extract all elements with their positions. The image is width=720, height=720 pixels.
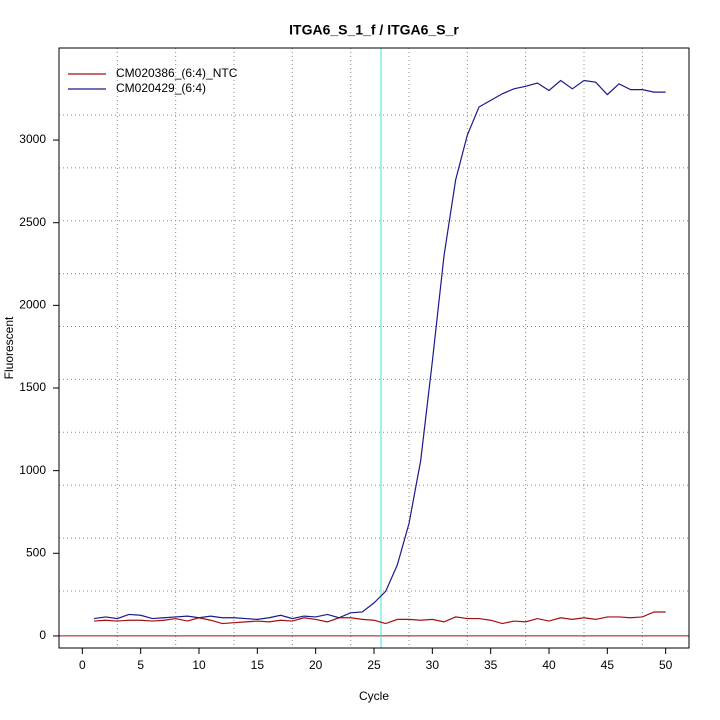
y-axis-label: Fluorescent [2, 316, 16, 379]
y-tick-label: 3000 [19, 132, 46, 146]
x-axis-label: Cycle [359, 689, 389, 703]
x-tick-label: 20 [309, 658, 323, 672]
y-tick-label: 1500 [19, 380, 46, 394]
x-tick-label: 30 [426, 658, 440, 672]
x-tick-label: 0 [79, 658, 86, 672]
y-tick-label: 0 [39, 628, 46, 642]
x-tick-label: 10 [192, 658, 206, 672]
x-tick-label: 5 [137, 658, 144, 672]
chart-title: ITGA6_S_1_f / ITGA6_S_r [289, 22, 459, 38]
legend-label: CM020386_(6:4)_NTC [116, 66, 238, 80]
x-tick-label: 45 [601, 658, 615, 672]
x-tick-label: 15 [251, 658, 265, 672]
legend-label: CM020429_(6:4) [116, 81, 206, 95]
series-line [93, 611, 666, 625]
plot-frame [58, 47, 690, 649]
x-tick-label: 35 [484, 658, 498, 672]
x-tick-label: 40 [542, 658, 556, 672]
y-tick-label: 2000 [19, 298, 46, 312]
x-tick-label: 50 [659, 658, 673, 672]
x-tick-label: 25 [367, 658, 381, 672]
series-line [93, 79, 666, 621]
y-tick-label: 2500 [19, 215, 46, 229]
y-tick-label: 1000 [19, 463, 46, 477]
y-tick-label: 500 [26, 545, 46, 559]
